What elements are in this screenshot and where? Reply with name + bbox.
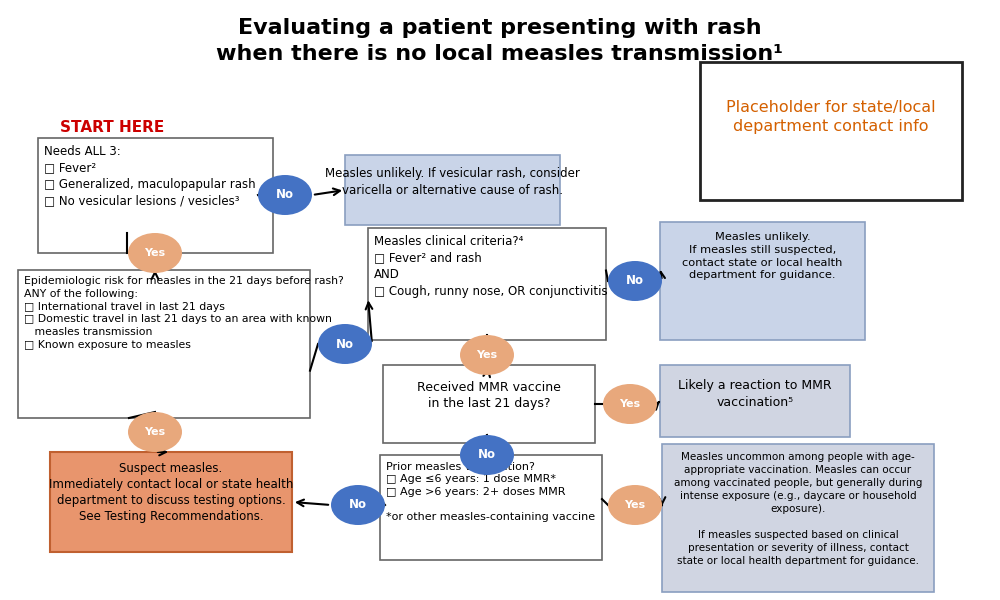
Text: START HERE: START HERE xyxy=(60,120,164,135)
Text: Measles unlikely.
If measles still suspected,
contact state or local health
depa: Measles unlikely. If measles still suspe… xyxy=(682,232,843,280)
Text: Measles uncommon among people with age-
appropriate vaccination. Measles can occ: Measles uncommon among people with age- … xyxy=(674,452,922,566)
Bar xyxy=(662,444,934,592)
Text: Yes: Yes xyxy=(624,500,646,510)
Text: Placeholder for state/local
department contact info: Placeholder for state/local department c… xyxy=(726,100,936,134)
Text: Likely a reaction to MMR
vaccination⁵: Likely a reaction to MMR vaccination⁵ xyxy=(678,379,832,409)
Bar xyxy=(50,452,292,552)
Bar xyxy=(368,228,606,340)
Text: Epidemiologic risk for measles in the 21 days before rash?
ANY of the following:: Epidemiologic risk for measles in the 21… xyxy=(24,276,344,350)
Text: No: No xyxy=(349,499,367,511)
Ellipse shape xyxy=(603,384,657,424)
Ellipse shape xyxy=(608,485,662,525)
Ellipse shape xyxy=(608,261,662,301)
Text: No: No xyxy=(626,275,644,287)
Text: Yes: Yes xyxy=(144,248,166,258)
Bar xyxy=(700,62,962,200)
Bar xyxy=(660,365,850,437)
Ellipse shape xyxy=(331,485,385,525)
Text: when there is no local measles transmission¹: when there is no local measles transmiss… xyxy=(216,44,784,64)
Text: Suspect measles.
Immediately contact local or state health
department to discuss: Suspect measles. Immediately contact loc… xyxy=(49,462,293,523)
Text: Evaluating a patient presenting with rash: Evaluating a patient presenting with ras… xyxy=(238,18,762,38)
Bar xyxy=(18,270,310,418)
Bar xyxy=(383,365,595,443)
Ellipse shape xyxy=(128,412,182,452)
Bar xyxy=(660,222,865,340)
Ellipse shape xyxy=(460,335,514,375)
Text: Measles unlikely. If vesicular rash, consider
varicella or alternative cause of : Measles unlikely. If vesicular rash, con… xyxy=(325,167,580,196)
Text: Yes: Yes xyxy=(144,427,166,437)
Ellipse shape xyxy=(460,435,514,475)
Text: No: No xyxy=(276,188,294,202)
Text: No: No xyxy=(478,449,496,461)
Ellipse shape xyxy=(318,324,372,364)
Bar xyxy=(345,155,560,225)
Text: Measles clinical criteria?⁴
□ Fever² and rash
AND
□ Cough, runny nose, OR conjun: Measles clinical criteria?⁴ □ Fever² and… xyxy=(374,235,608,298)
Text: Needs ALL 3:
□ Fever²
□ Generalized, maculopapular rash
□ No vesicular lesions /: Needs ALL 3: □ Fever² □ Generalized, mac… xyxy=(44,145,256,208)
Text: Yes: Yes xyxy=(476,350,498,360)
Bar xyxy=(38,138,273,253)
Text: Yes: Yes xyxy=(619,399,641,409)
Text: Received MMR vaccine
in the last 21 days?: Received MMR vaccine in the last 21 days… xyxy=(417,381,561,410)
Text: No: No xyxy=(336,337,354,350)
Text: Prior measles vaccination?
□ Age ≤6 years: 1 dose MMR*
□ Age >6 years: 2+ doses : Prior measles vaccination? □ Age ≤6 year… xyxy=(386,462,595,521)
Ellipse shape xyxy=(258,175,312,215)
Ellipse shape xyxy=(128,233,182,273)
Bar xyxy=(380,455,602,560)
